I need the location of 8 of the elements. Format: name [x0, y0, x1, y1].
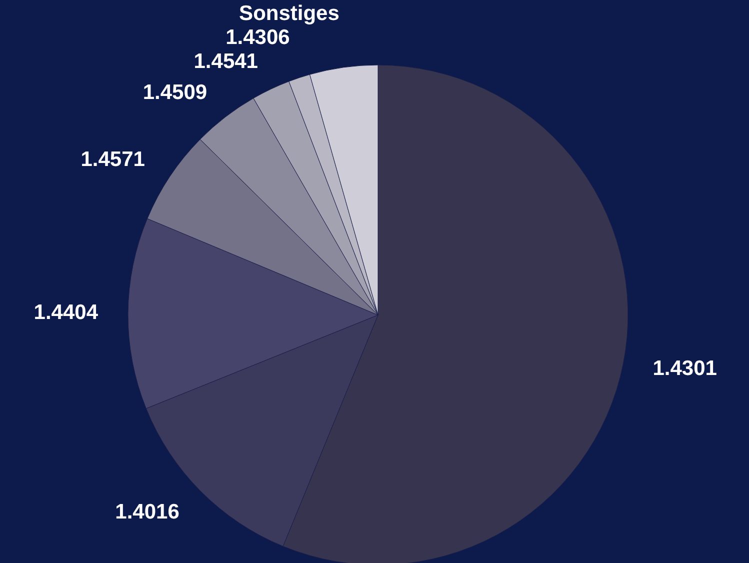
slice-label: 1.4301 [652, 357, 718, 380]
slice-label: 1.4509 [142, 81, 208, 104]
slice-label: Sonstiges [239, 2, 340, 26]
slice-label: 1.4404 [34, 301, 98, 324]
slice-label: 1.4571 [80, 148, 146, 171]
slice-label: 1.4306 [226, 26, 290, 50]
slice-label: 1.4016 [115, 500, 180, 524]
slice-label: 1.4541 [194, 50, 258, 74]
